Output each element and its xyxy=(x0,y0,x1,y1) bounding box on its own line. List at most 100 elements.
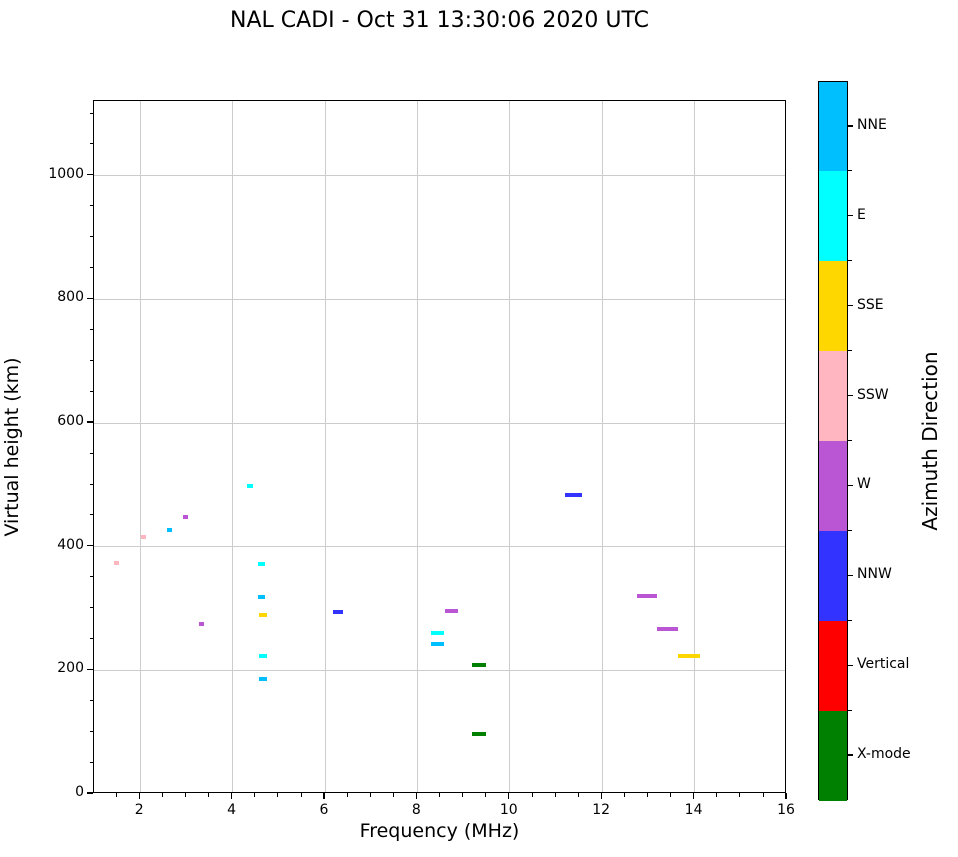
y-minor-tick xyxy=(89,452,93,454)
colorbar-boundary-tick xyxy=(848,439,852,442)
x-minor-tick xyxy=(161,793,163,797)
data-point xyxy=(637,593,658,598)
colorbar-boundary-tick xyxy=(848,709,852,711)
colorbar-segment-nne xyxy=(819,82,847,173)
x-minor-tick xyxy=(346,793,348,797)
y-minor-tick xyxy=(89,638,93,639)
colorbar-boundary-tick xyxy=(848,350,852,352)
y-major-tick xyxy=(87,297,93,300)
x-minor-tick xyxy=(531,793,533,797)
colorbar-center-tick xyxy=(848,664,853,666)
y-major-tick xyxy=(87,545,93,547)
y-minor-tick xyxy=(89,514,93,516)
data-point xyxy=(113,561,119,566)
x-tick-label: 8 xyxy=(411,802,421,818)
y-minor-tick xyxy=(89,607,93,608)
x-major-tick xyxy=(415,793,417,799)
y-minor-tick xyxy=(89,328,93,330)
x-major-tick xyxy=(785,793,787,799)
colorbar xyxy=(818,81,848,801)
y-minor-tick xyxy=(89,359,93,361)
colorbar-segment-vertical xyxy=(819,620,847,712)
x-minor-tick xyxy=(392,793,394,797)
gridline-horizontal xyxy=(94,546,785,548)
data-point xyxy=(430,642,444,646)
colorbar-label-e: E xyxy=(857,206,866,223)
x-tick-label: 14 xyxy=(684,802,703,818)
x-minor-tick xyxy=(554,793,556,797)
gridline-horizontal xyxy=(94,175,785,177)
y-major-tick xyxy=(87,668,93,670)
y-minor-tick xyxy=(89,761,93,763)
colorbar-segment-sse xyxy=(819,261,847,352)
x-minor-tick xyxy=(739,793,741,797)
y-minor-tick xyxy=(89,112,93,114)
data-point xyxy=(259,677,267,682)
x-minor-tick xyxy=(115,793,117,797)
data-point xyxy=(246,483,254,488)
y-major-tick xyxy=(87,174,93,176)
data-point xyxy=(166,527,172,532)
x-minor-tick xyxy=(716,793,718,797)
x-minor-tick xyxy=(300,793,302,797)
y-axis-label: Virtual height (km) xyxy=(1,356,23,537)
y-minor-tick xyxy=(89,576,93,578)
data-point xyxy=(444,609,459,614)
y-minor-tick xyxy=(89,390,93,392)
x-minor-tick xyxy=(208,793,209,797)
y-major-tick xyxy=(87,421,93,423)
colorbar-label-ssw: SSW xyxy=(857,386,889,403)
y-tick-label: 600 xyxy=(57,413,84,430)
gridline-vertical xyxy=(324,101,326,792)
data-point xyxy=(182,514,188,519)
data-point xyxy=(258,561,266,566)
x-tick-label: 10 xyxy=(499,802,518,818)
x-tick-label: 12 xyxy=(592,802,611,818)
colorbar-label-nnw: NNW xyxy=(857,566,892,583)
x-minor-tick xyxy=(369,793,371,797)
y-tick-label: 1000 xyxy=(48,165,84,182)
gridline-vertical xyxy=(416,101,418,792)
colorbar-segment-e xyxy=(819,171,847,262)
colorbar-center-tick xyxy=(848,394,853,397)
colorbar-boundary-tick xyxy=(848,619,852,621)
x-tick-label: 2 xyxy=(134,802,144,818)
data-point xyxy=(198,622,205,627)
x-minor-tick xyxy=(185,793,186,797)
x-major-tick xyxy=(138,793,140,799)
x-minor-tick xyxy=(277,793,279,797)
colorbar-segment-x-mode xyxy=(819,710,847,801)
y-minor-tick xyxy=(89,267,93,268)
x-tick-label: 16 xyxy=(777,802,795,818)
colorbar-label-vertical: Vertical xyxy=(857,656,910,673)
gridline-vertical xyxy=(509,101,511,792)
colorbar-label-x-mode: X-mode xyxy=(857,746,911,763)
colorbar-center-tick xyxy=(848,754,853,756)
gridline-vertical xyxy=(232,101,234,792)
y-minor-tick xyxy=(89,730,93,732)
x-minor-tick xyxy=(439,793,440,797)
data-point xyxy=(259,653,267,658)
data-point xyxy=(471,663,486,668)
y-minor-tick xyxy=(89,236,93,238)
x-tick-label: 6 xyxy=(319,802,329,818)
y-tick-label: 0 xyxy=(75,784,84,800)
x-minor-tick xyxy=(623,793,625,797)
x-minor-tick xyxy=(762,793,764,797)
y-major-tick xyxy=(87,792,93,794)
x-minor-tick xyxy=(254,793,256,797)
colorbar-boundary-tick xyxy=(848,260,852,262)
x-major-tick xyxy=(508,793,510,799)
y-tick-label: 800 xyxy=(57,289,84,306)
gridline-horizontal xyxy=(94,298,785,300)
colorbar-boundary-tick xyxy=(848,170,852,172)
x-minor-tick xyxy=(647,793,648,797)
y-minor-tick xyxy=(89,699,93,701)
colorbar-label-sse: SSE xyxy=(857,296,884,313)
data-point xyxy=(259,612,267,617)
colorbar-label-w: W xyxy=(857,476,871,493)
data-point xyxy=(258,595,266,600)
gridline-horizontal xyxy=(94,422,785,424)
x-major-tick xyxy=(600,793,602,799)
x-axis-label: Frequency (MHz) xyxy=(359,820,520,842)
